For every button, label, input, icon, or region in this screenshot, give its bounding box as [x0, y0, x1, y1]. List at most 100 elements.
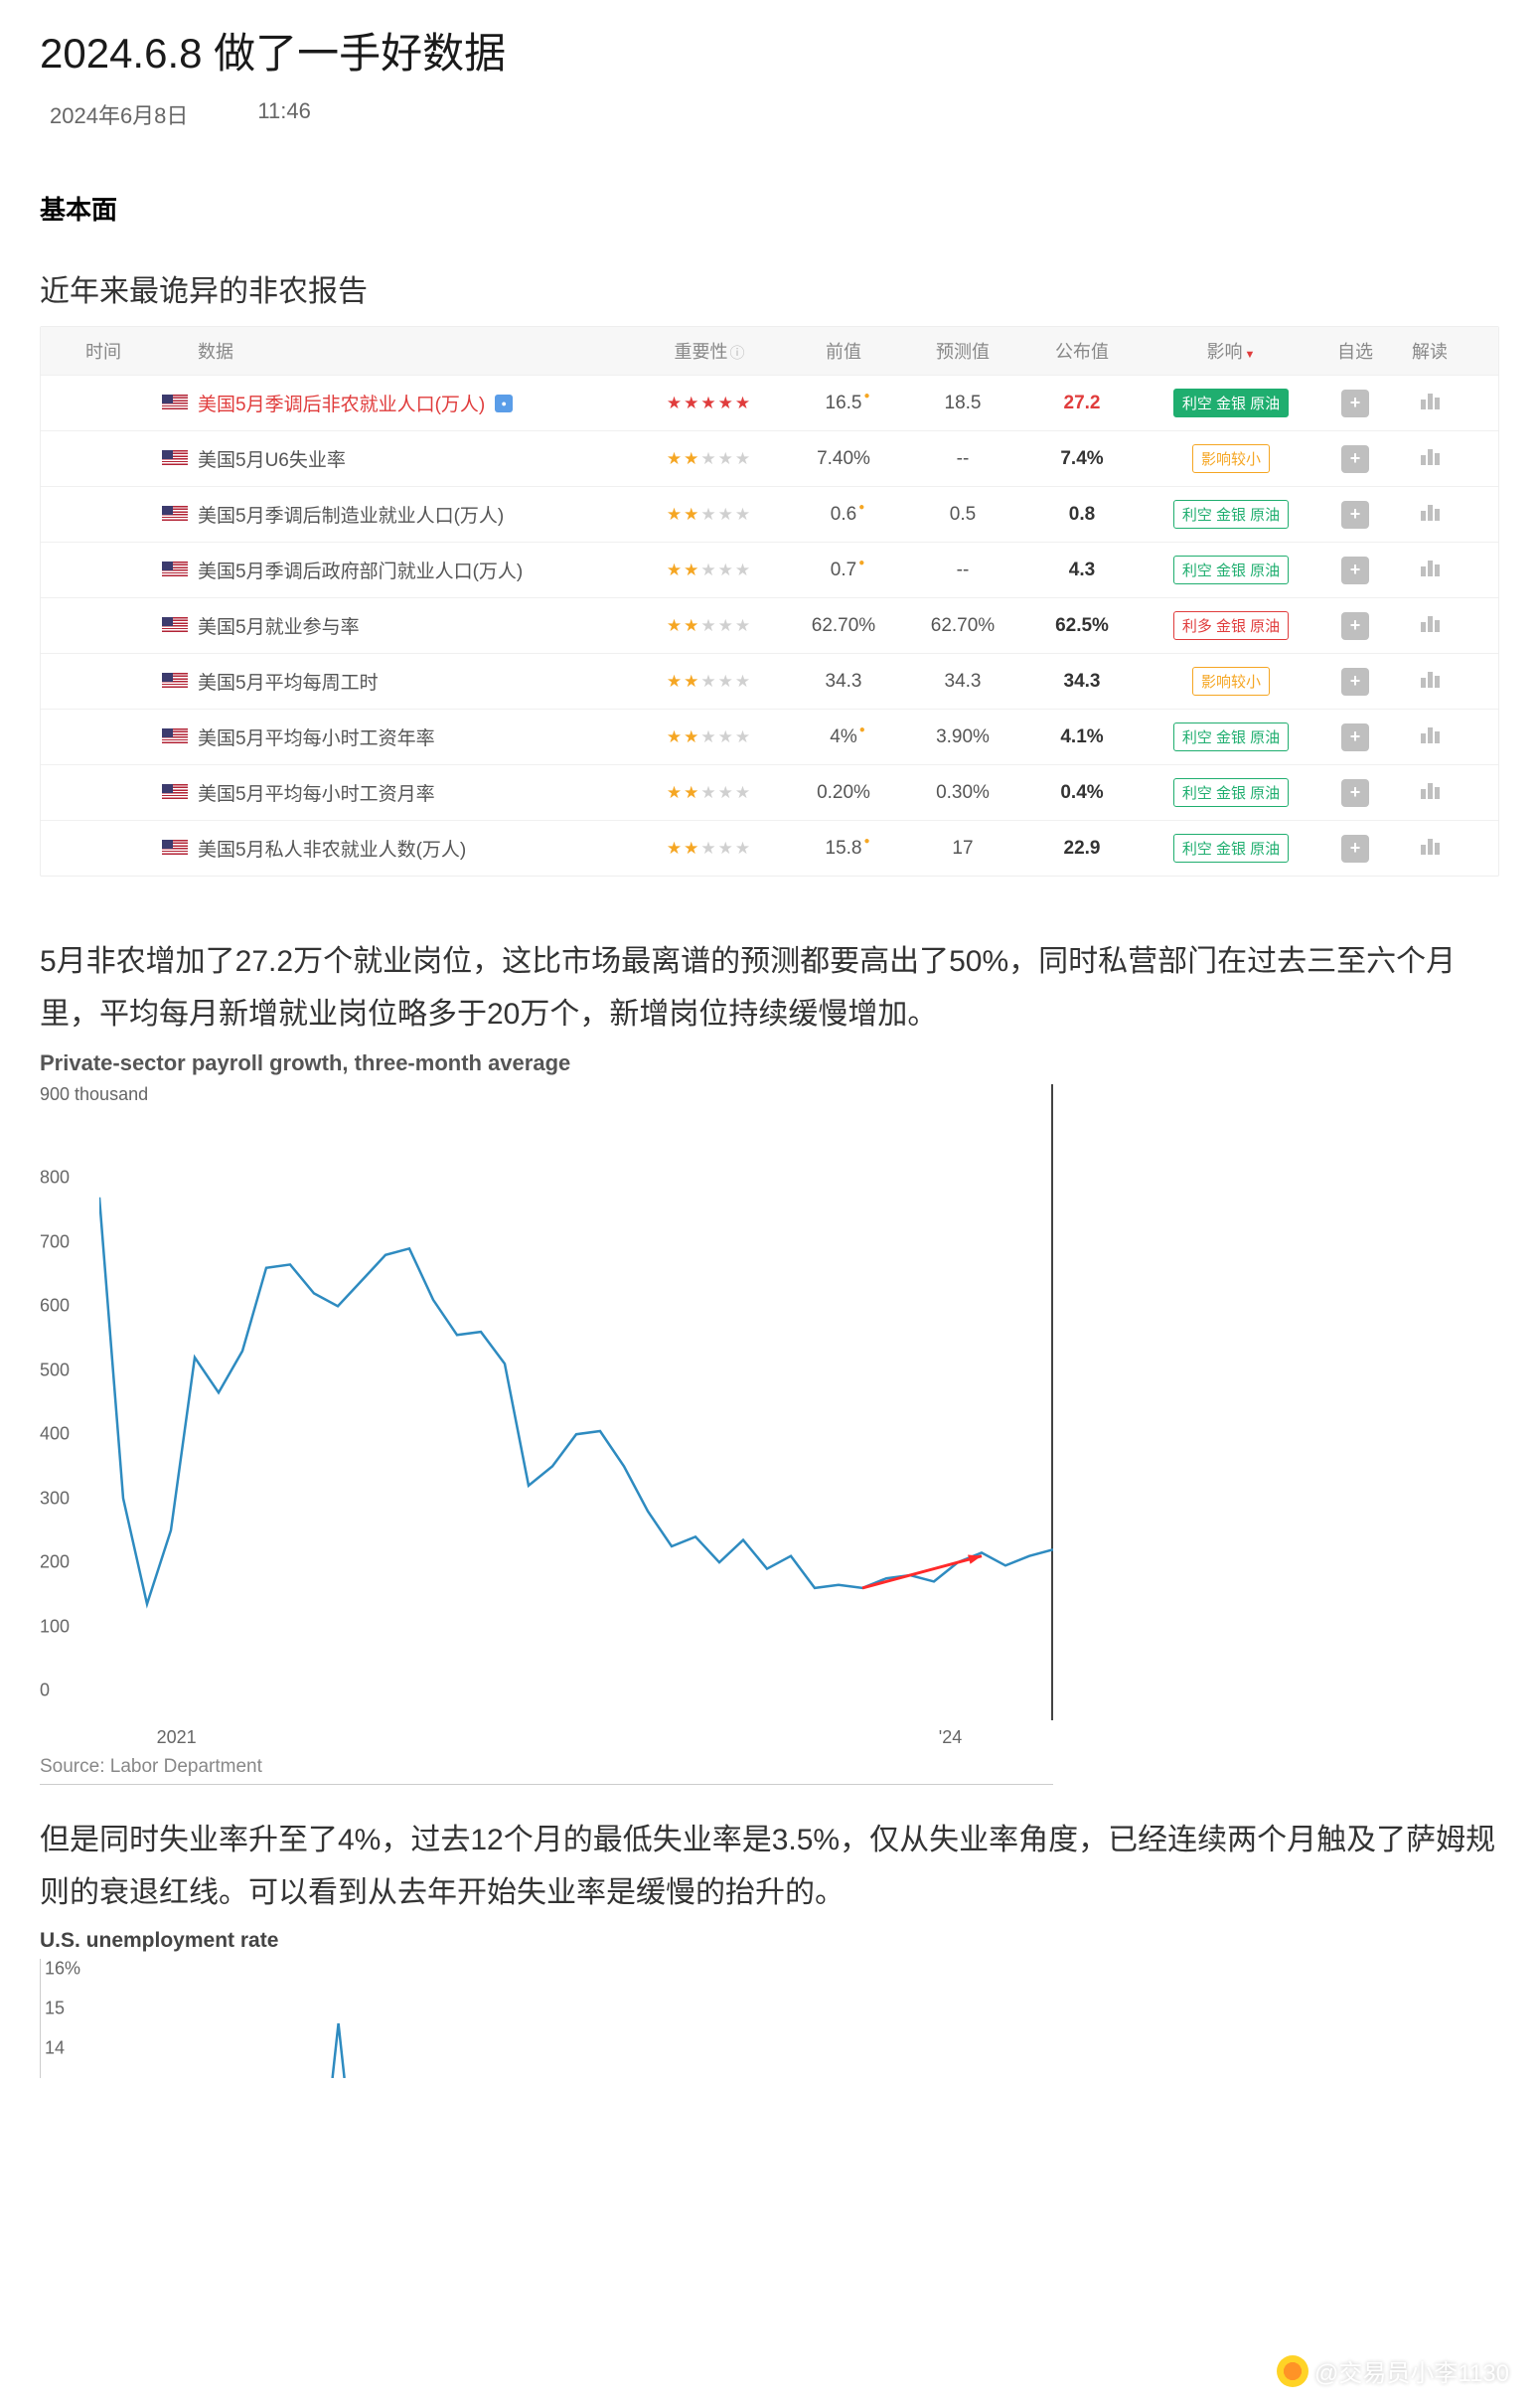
add-favorite-button[interactable]: +	[1341, 835, 1369, 863]
importance-stars: ★★★★★	[635, 394, 784, 413]
chart-icon[interactable]	[1421, 670, 1440, 688]
indicator-name: 美国5月U6失业率	[198, 445, 346, 472]
impact-tag: 利空 金银 原油	[1173, 722, 1289, 751]
data-name-cell[interactable]: 美国5月平均每小时工资月率	[158, 779, 635, 806]
chart1-ytick: 700	[40, 1231, 70, 1252]
data-name-cell[interactable]: 美国5月平均每小时工资年率	[158, 723, 635, 750]
chart1-ytick: 300	[40, 1488, 70, 1509]
impact-cell: 利空 金银 原油	[1142, 778, 1320, 807]
chart1-ytick: 400	[40, 1424, 70, 1445]
impact-tag: 利多 金银 原油	[1173, 611, 1289, 640]
add-favorite-button[interactable]: +	[1341, 501, 1369, 529]
prev-value: 7.40%	[784, 448, 903, 470]
impact-tag: 利空 金银 原油	[1173, 834, 1289, 863]
data-name-cell[interactable]: 美国5月U6失业率	[158, 445, 635, 472]
chart1-title: Private-sector payroll growth, three-mon…	[40, 1050, 1499, 1076]
impact-tag: 利空 金银 原油	[1173, 500, 1289, 529]
chart-icon[interactable]	[1421, 447, 1440, 465]
col-read: 解读	[1390, 338, 1469, 364]
table-row: 美国5月季调后政府部门就业人口(万人)★★★★★0.7●--4.3利空 金银 原…	[41, 542, 1498, 597]
impact-tag: 利空 金银 原油	[1173, 389, 1289, 417]
col-forecast: 预测值	[903, 338, 1022, 364]
chart1-ytop-label: 900 thousand	[40, 1084, 148, 1105]
prev-value: 16.5●	[784, 393, 903, 414]
forecast-value: 3.90%	[903, 726, 1022, 748]
paragraph-1: 5月非农增加了27.2万个就业岗位，这比市场最离谱的预测都要高出了50%，同时私…	[40, 936, 1499, 1041]
col-impact[interactable]: 影响▼	[1142, 338, 1320, 364]
chart1-ytick: 200	[40, 1552, 70, 1573]
data-name-cell[interactable]: 美国5月就业参与率	[158, 612, 635, 639]
us-flag-icon	[162, 784, 188, 801]
indicator-name: 美国5月私人非农就业人数(万人)	[198, 835, 466, 862]
prev-value: 0.20%	[784, 782, 903, 804]
col-actual: 公布值	[1022, 338, 1142, 364]
unemployment-chart: 16%1514	[40, 1959, 1033, 2078]
data-name-cell[interactable]: 美国5月季调后非农就业人口(万人)	[158, 390, 635, 416]
chart1-arrowhead	[968, 1554, 982, 1563]
chart1-ytick: 800	[40, 1168, 70, 1189]
actual-value: 34.3	[1022, 671, 1142, 693]
importance-stars: ★★★★★	[635, 561, 784, 580]
chart-icon[interactable]	[1421, 392, 1440, 409]
chart1-ytick: 500	[40, 1360, 70, 1380]
city-badge-icon	[495, 395, 513, 412]
indicator-name: 美国5月平均每小时工资月率	[198, 779, 435, 806]
actual-value: 4.1%	[1022, 726, 1142, 748]
chart-icon[interactable]	[1421, 614, 1440, 632]
post-time: 11:46	[257, 98, 310, 130]
chart-icon[interactable]	[1421, 837, 1440, 855]
actual-value: 4.3	[1022, 560, 1142, 581]
us-flag-icon	[162, 673, 188, 690]
impact-cell: 利空 金银 原油	[1142, 834, 1320, 863]
table-row: 美国5月平均每周工时★★★★★34.334.334.3影响较小+	[41, 653, 1498, 709]
post-date: 2024年6月8日	[50, 98, 188, 130]
chart-icon[interactable]	[1421, 503, 1440, 521]
col-fav: 自选	[1320, 338, 1390, 364]
prev-value: 4%●	[784, 726, 903, 748]
forecast-value: --	[903, 560, 1022, 581]
forecast-value: --	[903, 448, 1022, 470]
chart1-ytick: 100	[40, 1616, 70, 1637]
actual-value: 22.9	[1022, 838, 1142, 860]
forecast-value: 34.3	[903, 671, 1022, 693]
chart1-ytick: 0	[40, 1681, 50, 1701]
impact-cell: 利空 金银 原油	[1142, 556, 1320, 584]
page-title: 2024.6.8 做了一手好数据	[40, 20, 1499, 80]
data-name-cell[interactable]: 美国5月季调后制造业就业人口(万人)	[158, 501, 635, 528]
data-name-cell[interactable]: 美国5月私人非农就业人数(万人)	[158, 835, 635, 862]
importance-stars: ★★★★★	[635, 839, 784, 859]
chart-icon[interactable]	[1421, 725, 1440, 743]
table-header-row: 时间 数据 重要性ⓘ 前值 预测值 公布值 影响▼ 自选 解读	[41, 327, 1498, 375]
indicator-name: 美国5月就业参与率	[198, 612, 360, 639]
forecast-value: 0.30%	[903, 782, 1022, 804]
impact-tag: 影响较小	[1192, 667, 1270, 696]
prev-value: 15.8●	[784, 838, 903, 860]
chart2-ytick: 14	[45, 2038, 65, 2059]
add-favorite-button[interactable]: +	[1341, 779, 1369, 807]
data-name-cell[interactable]: 美国5月平均每周工时	[158, 668, 635, 695]
add-favorite-button[interactable]: +	[1341, 612, 1369, 640]
actual-value: 27.2	[1022, 393, 1142, 414]
table-row: 美国5月季调后非农就业人口(万人)★★★★★16.5●18.527.2利空 金银…	[41, 375, 1498, 430]
chart1-line	[99, 1198, 1053, 1604]
prev-value: 62.70%	[784, 615, 903, 637]
data-name-cell[interactable]: 美国5月季调后政府部门就业人口(万人)	[158, 557, 635, 583]
chart-icon[interactable]	[1421, 781, 1440, 799]
section-heading: 基本面	[40, 190, 1499, 227]
add-favorite-button[interactable]: +	[1341, 723, 1369, 751]
chart1-ytick: 600	[40, 1296, 70, 1317]
table-row: 美国5月平均每小时工资年率★★★★★4%●3.90%4.1%利空 金银 原油+	[41, 709, 1498, 764]
add-favorite-button[interactable]: +	[1341, 557, 1369, 584]
add-favorite-button[interactable]: +	[1341, 390, 1369, 417]
forecast-value: 0.5	[903, 504, 1022, 526]
indicator-name: 美国5月季调后政府部门就业人口(万人)	[198, 557, 523, 583]
add-favorite-button[interactable]: +	[1341, 668, 1369, 696]
us-flag-icon	[162, 506, 188, 523]
add-favorite-button[interactable]: +	[1341, 445, 1369, 473]
chart-icon[interactable]	[1421, 559, 1440, 576]
us-flag-icon	[162, 450, 188, 467]
weibo-icon	[1277, 2355, 1308, 2387]
chart2-ytick: 16%	[45, 1959, 80, 1980]
col-time: 时间	[49, 338, 158, 364]
payroll-growth-chart: 900 thousand 010020030040050060070080020…	[40, 1084, 1053, 1720]
